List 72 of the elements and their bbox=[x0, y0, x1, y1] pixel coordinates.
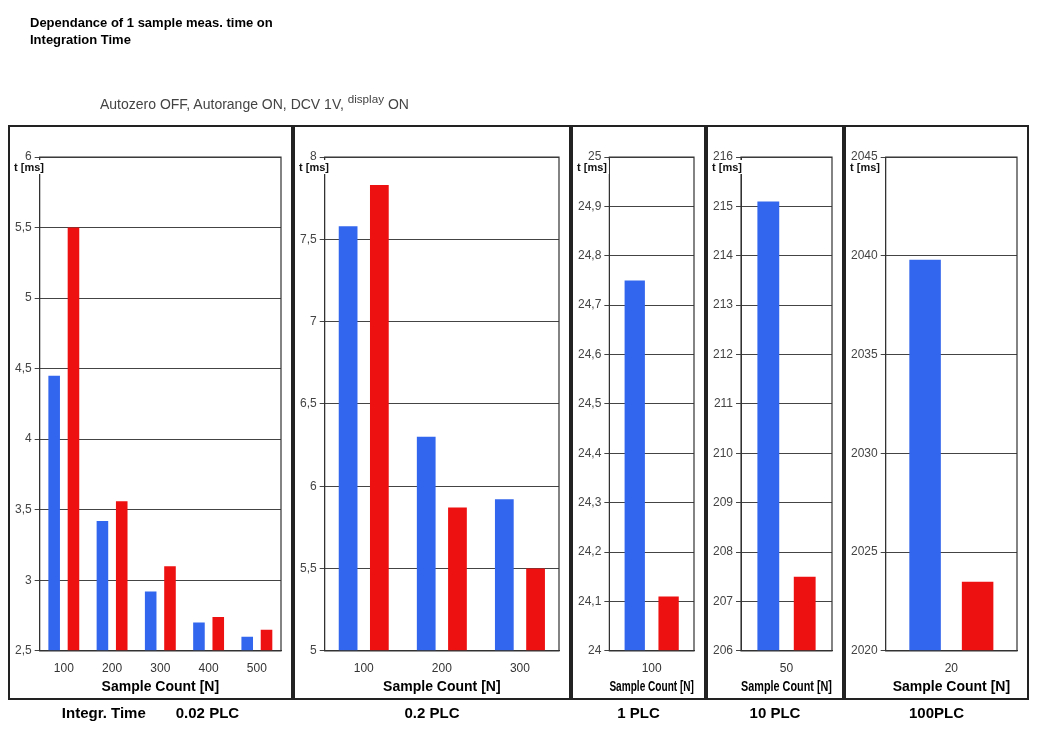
x-tick-label: 400 bbox=[198, 661, 219, 676]
y-tick-label: 24,1 bbox=[578, 593, 602, 608]
y-tick-label: 24,9 bbox=[578, 198, 602, 213]
y-tick-label: 7 bbox=[309, 313, 317, 328]
text: 0.02 PLC bbox=[175, 704, 240, 721]
y-tick-label: 206 bbox=[712, 643, 734, 658]
y-tick-label: 24,4 bbox=[578, 445, 602, 460]
y-tick-label: 2030 bbox=[850, 445, 879, 460]
y-axis-title: t [ms] bbox=[577, 161, 608, 173]
y-tick-label: 4 bbox=[24, 431, 32, 446]
y-tick-label: 3,5 bbox=[14, 502, 32, 517]
x-tick-label: 300 bbox=[150, 661, 171, 676]
chart-subtitle: Autozero OFF, Autorange ON, DCV 1V, $^{display}$ ON bbox=[100, 92, 409, 112]
y-tick-label: 2020 bbox=[850, 643, 879, 658]
y-tick-label: 2045 bbox=[850, 149, 879, 164]
y-tick-label: 7,5 bbox=[299, 231, 317, 246]
text: Integr. Time bbox=[61, 704, 146, 721]
y-tick-label: 24,8 bbox=[578, 248, 602, 263]
y-tick-label: 6 bbox=[309, 478, 317, 493]
x-tick-label: 200 bbox=[431, 661, 453, 676]
y-tick-label: 2,5 bbox=[14, 643, 32, 658]
y-axis-title: t [ms] bbox=[14, 161, 45, 173]
text: 0.2 PLC bbox=[404, 704, 460, 721]
y-axis-title: t [ms] bbox=[299, 161, 330, 173]
chart-title: Dependance of 1 sample meas. time on Integration Time bbox=[30, 14, 274, 48]
x-axis-title: Sample Count [N] bbox=[741, 679, 832, 695]
y-tick-label: 209 bbox=[712, 494, 734, 509]
y-tick-label: 5 bbox=[309, 643, 317, 658]
y-tick-label: 24,3 bbox=[578, 494, 602, 509]
x-tick-label: 100 bbox=[353, 661, 375, 676]
y-tick-label: 24,5 bbox=[578, 396, 602, 411]
y-tick-label: 211 bbox=[713, 396, 734, 411]
y-tick-label: 3 bbox=[24, 572, 32, 587]
y-tick-label: 207 bbox=[712, 593, 734, 608]
y-tick-label: 6,5 bbox=[299, 396, 317, 411]
x-tick-label: 20 bbox=[944, 661, 959, 676]
y-tick-label: 5,5 bbox=[299, 560, 317, 575]
y-tick-label: 6 bbox=[24, 149, 32, 164]
y-axis-title: t [ms] bbox=[712, 161, 743, 173]
x-axis-title: Sample Count [N] bbox=[892, 678, 1011, 695]
y-tick-label: 5,5 bbox=[14, 219, 32, 234]
y-tick-label: 8 bbox=[309, 149, 317, 164]
y-tick-label: 25 bbox=[588, 149, 602, 164]
y-tick-label: 24,6 bbox=[578, 346, 602, 361]
y-tick-label: 24,2 bbox=[578, 544, 602, 559]
y-tick-label: 2040 bbox=[850, 248, 879, 263]
x-axis-title: Sample Count [N] bbox=[101, 678, 220, 695]
y-tick-label: 4,5 bbox=[14, 360, 32, 375]
y-tick-label: 208 bbox=[712, 544, 734, 559]
y-tick-label: 215 bbox=[712, 198, 734, 213]
y-tick-label: 5 bbox=[24, 290, 32, 305]
y-tick-label: 2035 bbox=[850, 346, 879, 361]
y-axis-title: t [ms] bbox=[850, 161, 881, 173]
y-tick-label: 24 bbox=[588, 643, 602, 658]
x-tick-label: 50 bbox=[779, 661, 794, 676]
y-tick-label: 24,7 bbox=[578, 297, 602, 312]
y-tick-label: 213 bbox=[712, 297, 734, 312]
y-tick-label: 214 bbox=[712, 248, 734, 263]
x-tick-label: 100 bbox=[641, 661, 663, 676]
y-tick-label: 210 bbox=[712, 445, 734, 460]
y-tick-label: 216 bbox=[712, 149, 734, 164]
y-tick-label: 2025 bbox=[850, 544, 879, 559]
x-axis-title: Sample Count [N] bbox=[609, 678, 694, 695]
text: 10 PLC bbox=[749, 704, 801, 721]
x-tick-label: 500 bbox=[246, 661, 268, 676]
text: 1 PLC bbox=[617, 704, 660, 721]
x-tick-label: 300 bbox=[509, 661, 531, 676]
text: 100PLC bbox=[908, 704, 965, 721]
x-tick-label: 100 bbox=[53, 661, 75, 676]
x-axis-title: Sample Count [N] bbox=[383, 678, 501, 695]
x-tick-label: 200 bbox=[102, 661, 123, 676]
y-tick-label: 212 bbox=[712, 346, 734, 361]
